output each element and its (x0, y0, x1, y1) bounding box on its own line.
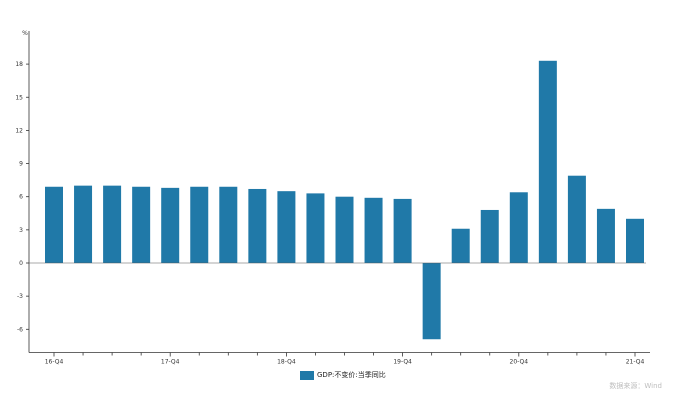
bar-series (29, 60, 646, 340)
bar (103, 185, 122, 263)
x-tick-label: 17-Q4 (161, 359, 180, 366)
x-tick-label: 16-Q4 (45, 359, 64, 366)
bar (132, 186, 151, 263)
y-tick-label: 18 (15, 61, 23, 68)
y-tick-label: 3 (19, 227, 23, 234)
bar (451, 228, 470, 263)
bar (219, 186, 238, 263)
x-tick-label: 20-Q4 (510, 359, 529, 366)
bar (596, 208, 615, 263)
y-tick-label: 15 (15, 94, 23, 101)
bar (480, 209, 499, 263)
bar (248, 188, 267, 263)
y-tick-label: -3 (17, 293, 23, 300)
bar (509, 192, 528, 263)
bar (422, 263, 441, 340)
legend: GDP:不变价:当季同比 (300, 370, 386, 380)
x-tick-label: 18-Q4 (277, 359, 296, 366)
bar (335, 196, 354, 263)
bar (161, 187, 180, 263)
bar (74, 185, 93, 263)
bar (364, 197, 383, 263)
legend-swatch (300, 370, 314, 380)
legend-label: GDP:不变价:当季同比 (317, 371, 386, 379)
y-tick-label: 0 (19, 260, 23, 267)
x-tick-label: 19-Q4 (393, 359, 412, 366)
source-note: 数据来源：Wind (609, 382, 662, 390)
y-axis: % -6 -3 0 3 6 9 12 15 18 (15, 30, 30, 353)
bar (277, 191, 296, 263)
bar (626, 218, 644, 263)
x-axis: 16-Q4 17-Q4 18-Q4 19-Q4 20-Q4 21-Q4 (29, 352, 650, 366)
bar (45, 186, 63, 263)
bar (190, 186, 209, 263)
bar (538, 60, 557, 263)
y-tick-label: -6 (17, 326, 23, 333)
y-tick-label: 6 (19, 194, 23, 201)
bar (306, 193, 325, 263)
y-axis-unit: % (22, 30, 28, 37)
x-tick-label: 21-Q4 (626, 359, 645, 366)
bar (567, 175, 586, 263)
y-tick-label: 9 (19, 161, 23, 168)
bar (393, 198, 412, 263)
y-tick-label: 12 (15, 127, 23, 134)
